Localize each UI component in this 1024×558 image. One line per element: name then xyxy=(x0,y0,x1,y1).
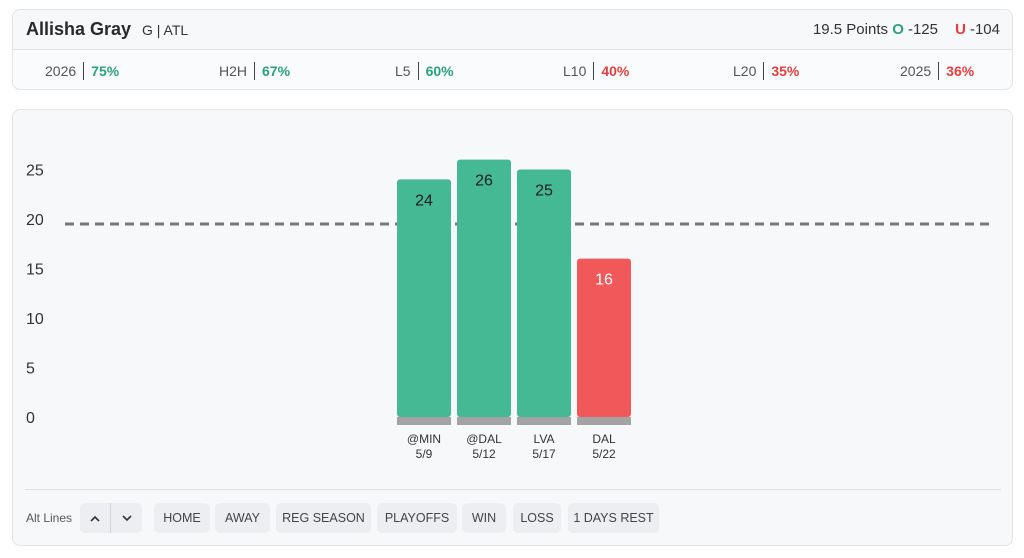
filter-win[interactable]: WIN xyxy=(462,503,506,533)
x-tick-opponent: @MIN xyxy=(407,432,441,446)
chart-card: 0 5 10 15 20 25 24 @MIN 5/9 26 @DAL 5/12 25 LVA 5/17 16… xyxy=(12,109,1013,546)
stat-l10[interactable]: L10 40% xyxy=(563,62,629,80)
stat-label: 2025 xyxy=(900,62,940,80)
x-tick-opponent: @DAL xyxy=(466,432,502,446)
stat-2026[interactable]: 2026 75% xyxy=(45,62,119,80)
bar-value-label: 25 xyxy=(535,183,553,200)
hit-rate-row: 2026 75% H2H 67% L5 60% L10 40% L20 35% 2025 3… xyxy=(13,51,1012,90)
player-position-team: G | ATL xyxy=(142,22,189,38)
chevron-down-icon xyxy=(121,514,132,521)
x-tick-date: 5/17 xyxy=(532,447,556,461)
prop-line: 19.5 Points xyxy=(812,21,888,38)
y-tick-label: 0 xyxy=(26,410,35,427)
stat-value: 75% xyxy=(91,63,120,79)
bar-value-label: 16 xyxy=(595,272,613,289)
over-odds-value: -125 xyxy=(907,21,938,38)
data-bar[interactable] xyxy=(517,169,571,418)
x-tick-opponent: LVA xyxy=(534,432,555,446)
alt-lines-stepper xyxy=(80,503,142,533)
bar-value-label: 26 xyxy=(475,173,493,190)
data-bar[interactable] xyxy=(397,179,451,417)
x-tick-opponent: DAL xyxy=(592,432,616,446)
alt-line-down-button[interactable] xyxy=(111,503,142,533)
bar-baseline xyxy=(397,417,451,425)
data-bar[interactable] xyxy=(457,159,511,417)
over-icon: O xyxy=(892,21,904,38)
alt-lines-label: Alt Lines xyxy=(26,511,73,525)
y-tick-label: 10 xyxy=(26,311,44,328)
stat-l20[interactable]: L20 35% xyxy=(733,62,799,80)
stat-h2h[interactable]: H2H 67% xyxy=(219,62,290,80)
y-tick-label: 20 xyxy=(26,212,44,229)
stat-value: 67% xyxy=(262,63,291,79)
y-tick-label: 15 xyxy=(26,262,44,279)
stat-value: 40% xyxy=(601,63,630,79)
bar-baseline xyxy=(577,417,631,425)
under-odds-value: -104 xyxy=(969,21,1000,38)
filter-loss[interactable]: LOSS xyxy=(513,503,561,533)
stat-label: H2H xyxy=(219,62,256,80)
stat-label: 2026 xyxy=(45,62,85,80)
y-tick-label: 5 xyxy=(26,361,35,378)
y-tick-label: 25 xyxy=(26,163,44,180)
under-icon: U xyxy=(955,21,966,38)
x-tick-date: 5/22 xyxy=(592,447,616,461)
footer-divider xyxy=(25,489,1001,490)
x-tick-date: 5/9 xyxy=(416,447,433,461)
stat-2025[interactable]: 2025 36% xyxy=(900,62,974,80)
stat-l5[interactable]: L5 60% xyxy=(395,62,454,80)
stat-label: L20 xyxy=(733,62,765,80)
data-bar[interactable] xyxy=(577,258,631,417)
alt-line-up-button[interactable] xyxy=(80,503,111,533)
filter-away[interactable]: AWAY xyxy=(215,503,270,533)
bar-value-label: 24 xyxy=(415,192,433,209)
player-name[interactable]: Allisha Gray xyxy=(26,19,132,39)
under-odds[interactable]: U -104 xyxy=(955,21,1000,38)
stat-value: 36% xyxy=(946,63,975,79)
chevron-up-icon xyxy=(90,515,100,522)
filter-home[interactable]: HOME xyxy=(154,503,210,533)
x-tick-date: 5/12 xyxy=(472,447,496,461)
player-header: Allisha Gray G | ATL 19.5 Points O -125 U… xyxy=(12,9,1013,90)
stat-label: L5 xyxy=(395,62,419,80)
over-odds[interactable]: O -125 xyxy=(892,21,938,38)
bar-baseline xyxy=(517,417,571,425)
filter-reg-season[interactable]: REG SEASON xyxy=(276,503,371,533)
bar-baseline xyxy=(457,417,511,425)
filter-playoffs[interactable]: PLAYOFFS xyxy=(377,503,457,533)
stat-value: 35% xyxy=(771,63,800,79)
filter-1-days-rest[interactable]: 1 DAYS REST xyxy=(568,503,659,533)
header-top-row: Allisha Gray G | ATL 19.5 Points O -125 U… xyxy=(13,10,1012,50)
stat-value: 60% xyxy=(425,63,454,79)
stat-label: L10 xyxy=(563,62,595,80)
